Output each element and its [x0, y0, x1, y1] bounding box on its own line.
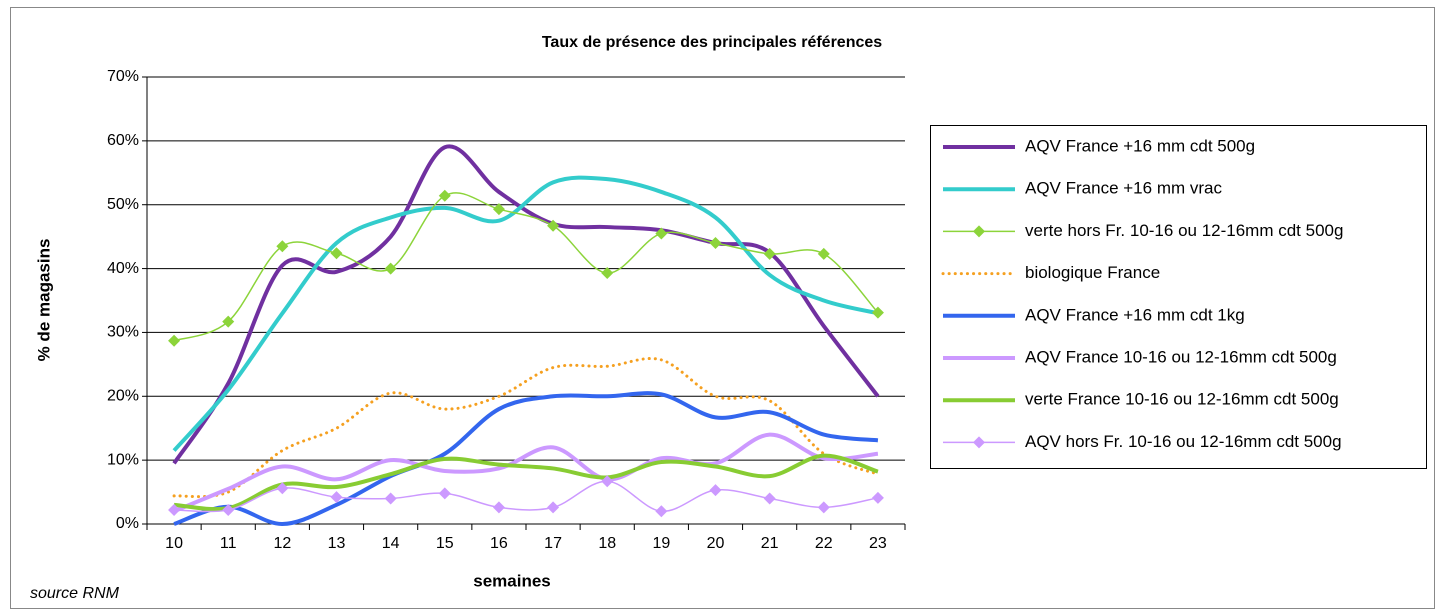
x-tick-label: 17	[544, 535, 562, 552]
y-tick-label: 0%	[116, 515, 139, 532]
series-line	[173, 453, 879, 512]
y-tick-label: 70%	[107, 68, 139, 85]
legend-marker	[973, 225, 985, 238]
data-marker	[438, 487, 451, 500]
data-marker	[709, 237, 722, 250]
data-marker	[547, 219, 560, 232]
data-marker	[438, 189, 451, 202]
legend-label: verte hors Fr. 10-16 ou 12-16mm cdt 500g	[1025, 221, 1343, 240]
legend-label: AQV France +16 mm vrac	[1025, 179, 1222, 198]
x-tick-label: 14	[382, 535, 400, 552]
x-axis-label: semaines	[473, 571, 551, 590]
x-tick-label: 21	[761, 535, 779, 552]
series-line	[172, 175, 879, 452]
legend-label: verte France 10-16 ou 12-16mm cdt 500g	[1025, 390, 1339, 409]
data-marker	[655, 227, 668, 240]
y-tick-label: 50%	[107, 196, 139, 213]
legend-label: AQV hors Fr. 10-16 ou 12-16mm cdt 500g	[1025, 432, 1342, 451]
data-marker	[601, 267, 614, 280]
data-marker	[384, 262, 397, 275]
y-tick-label: 10%	[107, 451, 139, 468]
chart-title: Taux de présence des principales référen…	[542, 34, 882, 51]
data-marker	[871, 491, 884, 504]
data-marker	[547, 501, 560, 514]
data-marker	[330, 491, 343, 504]
series-line	[173, 391, 879, 527]
source-note: source RNM	[30, 585, 120, 602]
data-marker	[763, 247, 776, 260]
y-tick-label: 60%	[107, 132, 139, 149]
x-tick-label: 11	[220, 535, 237, 552]
x-tick-label: 13	[328, 535, 346, 552]
x-tick-label: 23	[869, 535, 887, 552]
data-marker	[492, 203, 505, 216]
data-marker	[330, 247, 343, 260]
data-marker	[168, 334, 181, 347]
legend-label: AQV France +16 mm cdt 500g	[1025, 136, 1255, 155]
x-tick-label: 15	[436, 535, 454, 552]
data-marker	[384, 492, 397, 505]
y-tick-label: 20%	[107, 388, 139, 405]
legend-marker	[973, 436, 985, 449]
x-tick-label: 16	[490, 535, 508, 552]
legend-label: biologique France	[1025, 263, 1160, 282]
data-marker	[763, 492, 776, 505]
x-tick-label: 18	[598, 535, 616, 552]
data-marker	[601, 475, 614, 488]
data-marker	[817, 501, 830, 514]
legend-label: AQV France +16 mm cdt 1kg	[1025, 305, 1245, 324]
y-axis-label: % de magasins	[34, 239, 53, 362]
series-line	[173, 432, 879, 514]
data-marker	[222, 315, 235, 328]
x-tick-label: 12	[273, 535, 291, 552]
data-marker	[492, 501, 505, 514]
data-marker	[276, 240, 289, 253]
data-marker	[222, 503, 235, 516]
y-tick-label: 30%	[107, 324, 139, 341]
x-tick-label: 10	[165, 535, 183, 552]
data-marker	[276, 482, 289, 495]
legend-box	[930, 125, 1427, 469]
legend-label: AQV France 10-16 ou 12-16mm cdt 500g	[1025, 347, 1337, 366]
x-tick-label: 20	[707, 535, 725, 552]
series-line	[174, 480, 879, 513]
data-marker	[871, 306, 884, 319]
y-tick-label: 40%	[107, 260, 139, 277]
data-marker	[817, 247, 830, 260]
x-tick-label: 19	[652, 535, 670, 552]
data-marker	[655, 505, 668, 518]
series-line	[172, 357, 880, 499]
data-marker	[709, 484, 722, 497]
data-marker	[168, 503, 181, 516]
x-tick-label: 22	[815, 535, 833, 552]
